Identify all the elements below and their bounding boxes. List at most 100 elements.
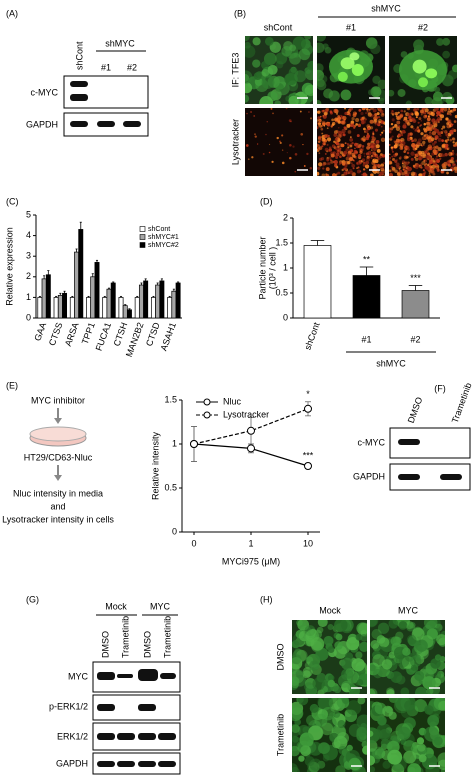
- speckle: [428, 172, 431, 175]
- speckle: [377, 108, 382, 110]
- speckle: [390, 671, 403, 683]
- speckle: [292, 680, 299, 689]
- speckle: [350, 123, 355, 128]
- speckle: [316, 626, 324, 634]
- speckle: [407, 763, 422, 772]
- speckle: [431, 152, 435, 156]
- speckle: [436, 634, 445, 646]
- micrograph-content: [389, 108, 457, 176]
- speckle: [389, 127, 391, 131]
- speckle: [446, 171, 449, 175]
- speckle: [441, 144, 446, 149]
- speckle: [409, 118, 413, 123]
- speckle: [346, 636, 360, 651]
- micrograph: [292, 620, 367, 694]
- blot: [389, 427, 471, 459]
- speckle: [414, 128, 418, 132]
- speckle: [430, 137, 435, 142]
- speckle: [447, 110, 452, 115]
- speckle: [421, 161, 426, 165]
- speckle: [349, 138, 354, 142]
- lane-label: #2: [127, 62, 137, 72]
- speckle: [371, 151, 375, 154]
- speckle: [355, 123, 359, 126]
- speckle: [391, 135, 394, 138]
- speckle: [337, 720, 346, 729]
- speckle: [320, 127, 324, 131]
- speckle: [403, 116, 408, 121]
- speckle: [363, 135, 365, 138]
- speckle: [426, 166, 431, 171]
- speckle: [334, 137, 338, 141]
- speckle: [390, 146, 394, 149]
- speckle: [370, 620, 379, 627]
- speckle: [360, 111, 364, 116]
- speckle: [401, 129, 406, 134]
- speckle: [289, 143, 292, 147]
- speckle: [377, 115, 381, 119]
- step-label: HT29/CD63-Nluc: [24, 452, 93, 462]
- speckle: [276, 136, 279, 140]
- speckle: [389, 161, 393, 165]
- speckle: [406, 108, 411, 111]
- speckle: [415, 686, 428, 694]
- speckle: [433, 140, 437, 144]
- speckle: [317, 36, 327, 42]
- speckle: [361, 108, 366, 111]
- legend-swatch: [139, 226, 146, 232]
- speckle: [389, 130, 392, 134]
- speckle: [292, 745, 300, 757]
- speckle: [411, 143, 416, 148]
- speckle: [382, 760, 391, 769]
- legend-swatch: [139, 242, 146, 248]
- speckle: [415, 174, 418, 176]
- speckle: [266, 121, 268, 123]
- speckle: [414, 654, 421, 661]
- speckle: [422, 143, 425, 146]
- x-tick-label: TPP1: [80, 321, 97, 346]
- speckle: [439, 134, 442, 138]
- speckle: [436, 168, 440, 172]
- blot-band: [138, 704, 156, 711]
- speckle: [333, 163, 338, 168]
- speckle: [317, 166, 321, 171]
- speckle: [321, 173, 326, 176]
- speckle: [437, 670, 445, 678]
- speckle: [323, 635, 334, 646]
- speckle: [357, 166, 360, 169]
- x-tick-label: #1: [361, 334, 371, 344]
- bar: [74, 251, 80, 319]
- speckle: [359, 150, 363, 154]
- speckle: [380, 120, 384, 124]
- step-label: Lysotracker intensity in cells: [2, 514, 114, 524]
- speckle: [421, 108, 426, 110]
- speckle: [423, 150, 426, 153]
- speckle: [350, 149, 354, 153]
- speckle: [382, 129, 385, 132]
- bar: [86, 297, 92, 319]
- speckle: [373, 118, 378, 123]
- y-axis-label: (10³ / cell ): [267, 247, 277, 290]
- speckle: [309, 758, 322, 771]
- speckle: [446, 124, 451, 129]
- speckle: [394, 152, 399, 156]
- speckle: [372, 165, 377, 170]
- speckle: [420, 109, 424, 114]
- speckle: [435, 145, 439, 149]
- speckle: [387, 749, 403, 765]
- speckle: [345, 148, 349, 152]
- speckle: [251, 156, 254, 159]
- speckle: [327, 623, 334, 631]
- speckle: [379, 171, 384, 175]
- speckle: [300, 132, 304, 136]
- speckle: [388, 651, 396, 659]
- speckle: [360, 147, 365, 152]
- speckle: [360, 118, 363, 121]
- speckle: [349, 144, 353, 148]
- speckle: [379, 133, 382, 136]
- speckle: [298, 755, 305, 762]
- speckle: [322, 754, 330, 762]
- speckle: [428, 162, 431, 165]
- speckle: [353, 126, 356, 129]
- micrograph: [317, 36, 385, 104]
